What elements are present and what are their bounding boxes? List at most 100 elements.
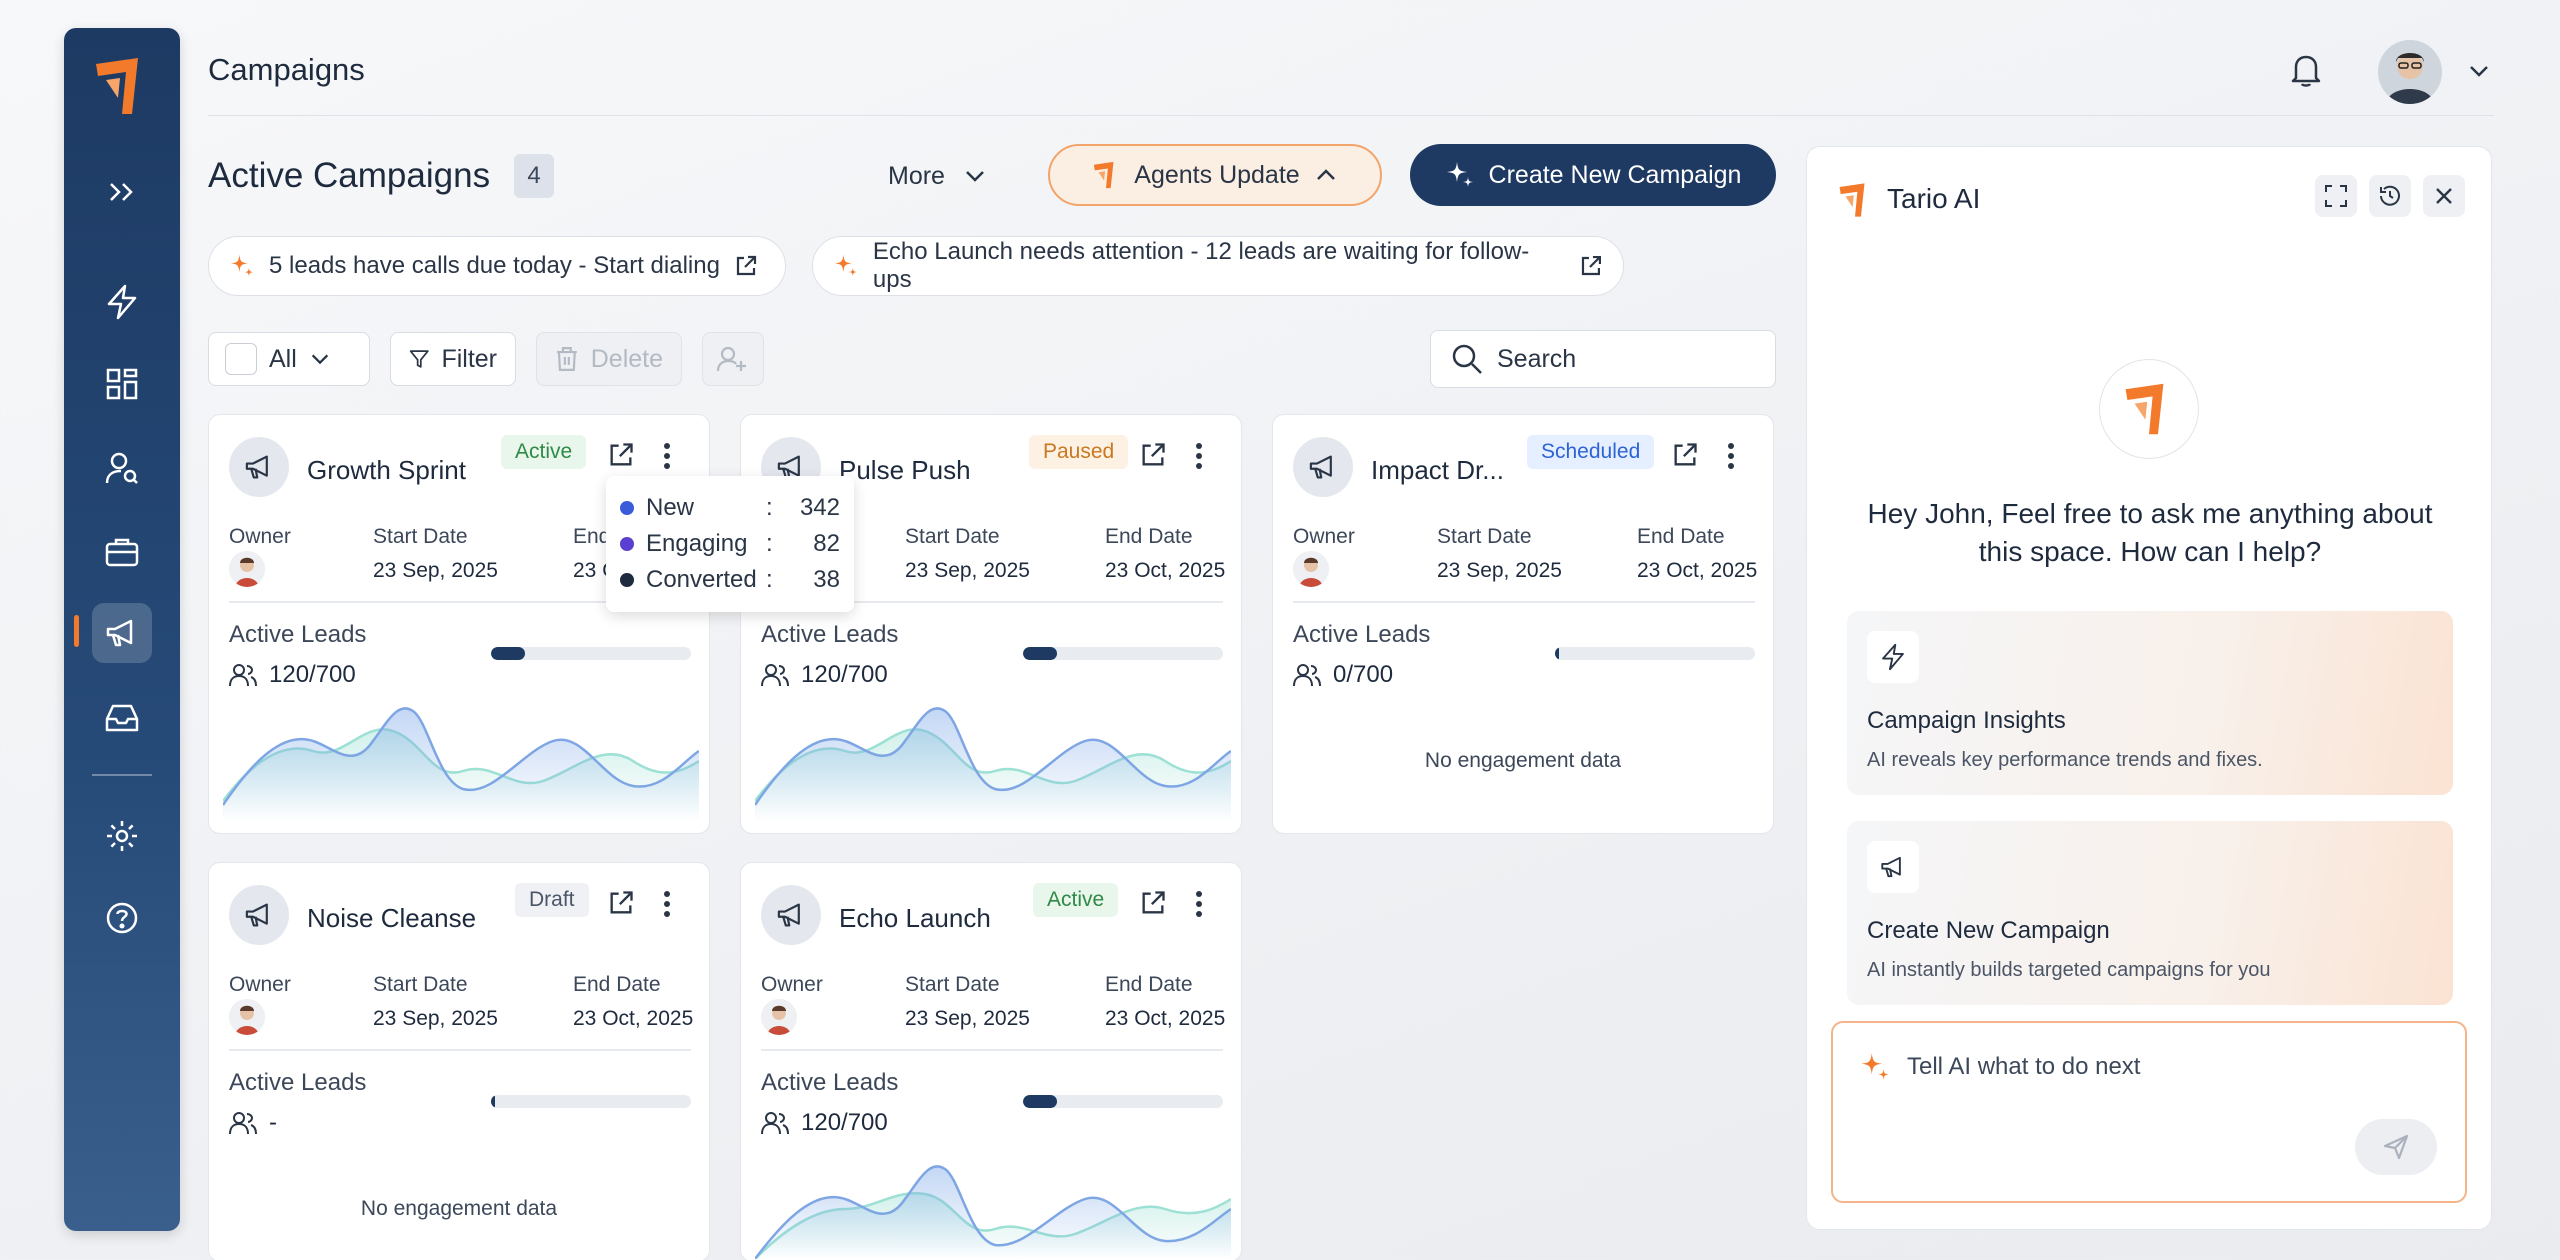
megaphone-icon — [229, 437, 289, 497]
more-options-icon[interactable] — [661, 441, 673, 476]
end-date-label: End Date — [1105, 973, 1193, 996]
search-box[interactable]: Search — [1430, 330, 1776, 388]
more-options-icon[interactable] — [1193, 889, 1205, 924]
megaphone-icon — [1867, 841, 1919, 893]
expand-chevrons-icon[interactable] — [92, 162, 152, 222]
settings-gear-icon[interactable] — [92, 806, 152, 866]
lightning-icon[interactable] — [92, 272, 152, 332]
campaign-card[interactable]: Impact Dr... Scheduled Owner Start Date … — [1272, 414, 1774, 834]
start-date-label: Start Date — [373, 973, 468, 996]
brand-logo-icon[interactable] — [86, 50, 158, 122]
end-date-value: 23 Oct, 2025 — [1105, 559, 1226, 582]
delete-label: Delete — [590, 344, 663, 373]
leads-count: - — [269, 1109, 277, 1136]
agents-update-button[interactable]: Agents Update — [1048, 144, 1382, 206]
sparkle-icon — [230, 254, 254, 277]
start-date-label: Start Date — [905, 525, 1000, 548]
help-circle-icon[interactable] — [92, 888, 152, 948]
start-date-value: 23 Sep, 2025 — [905, 559, 1030, 582]
user-search-icon[interactable] — [92, 438, 152, 498]
active-leads-value: 120/700 — [761, 1109, 888, 1137]
campaign-name[interactable]: Echo Launch — [839, 903, 991, 933]
suggestion-create-campaign[interactable]: Create New Campaign AI instantly builds … — [1847, 821, 2453, 1005]
suggestion-campaign-insights[interactable]: Campaign Insights AI reveals key perform… — [1847, 611, 2453, 795]
close-icon[interactable] — [2423, 175, 2465, 217]
leads-progress-bar — [491, 647, 691, 660]
sparkle-icon — [1861, 1053, 1889, 1080]
external-link-icon[interactable] — [1139, 441, 1167, 474]
tooltip-value: 38 — [813, 566, 840, 593]
status-badge: Active — [1033, 883, 1119, 917]
alert-text: Echo Launch needs attention - 12 leads a… — [872, 238, 1530, 293]
more-dropdown-button[interactable]: More — [888, 158, 987, 194]
legend-dot — [620, 501, 634, 515]
suggestion-desc: AI instantly builds targeted campaigns f… — [1867, 959, 2271, 981]
megaphone-nav-icon[interactable] — [92, 603, 152, 663]
brand-logo-icon — [1839, 183, 1865, 217]
select-all-checkbox[interactable] — [225, 343, 257, 375]
user-avatar[interactable] — [2378, 40, 2442, 104]
start-date-label: Start Date — [373, 525, 468, 548]
engagement-sparkline — [755, 707, 1231, 821]
campaign-card[interactable]: Growth Sprint Active Owner Start Date En… — [208, 414, 710, 834]
active-leads-label: Active Leads — [229, 1069, 367, 1096]
progress-fill — [1023, 647, 1057, 660]
campaign-card[interactable]: Echo Launch Active Owner Start Date End … — [740, 862, 1242, 1260]
campaign-name[interactable]: Growth Sprint — [307, 455, 466, 485]
create-new-campaign-button[interactable]: Create New Campaign — [1410, 144, 1776, 206]
briefcase-icon[interactable] — [92, 522, 152, 582]
card-divider — [761, 601, 1223, 603]
external-link-icon[interactable] — [1139, 889, 1167, 922]
end-date-value: 23 Oct, 2025 — [573, 1007, 694, 1030]
expand-icon[interactable] — [2315, 175, 2357, 217]
select-all-dropdown[interactable]: All — [208, 332, 370, 386]
external-link-icon[interactable] — [1671, 441, 1699, 474]
filter-button[interactable]: Filter — [390, 332, 516, 386]
history-icon[interactable] — [2369, 175, 2411, 217]
leads-count: 120/700 — [801, 661, 888, 688]
tooltip-row-new: New : 342 — [620, 490, 840, 526]
card-divider — [761, 1049, 1223, 1051]
more-options-icon[interactable] — [1725, 441, 1737, 476]
campaign-name[interactable]: Noise Cleanse — [307, 903, 477, 933]
tooltip-label: Engaging — [646, 530, 748, 557]
campaign-name[interactable]: Impact Dr... — [1371, 455, 1504, 485]
start-date-label: Start Date — [905, 973, 1000, 996]
leads-progress-bar — [1023, 1095, 1223, 1108]
start-date-value: 23 Sep, 2025 — [373, 559, 498, 582]
assign-user-button[interactable] — [702, 332, 764, 386]
search-input[interactable]: Search — [1497, 344, 1577, 373]
alert-echo-launch[interactable]: Echo Launch needs attention - 12 leads a… — [812, 236, 1624, 296]
start-date-label: Start Date — [1437, 525, 1532, 548]
more-options-icon[interactable] — [1193, 441, 1205, 476]
page-title: Campaigns — [208, 52, 365, 87]
ai-prompt-input[interactable]: Tell AI what to do next — [1831, 1021, 2467, 1203]
active-nav-marker — [74, 615, 79, 647]
end-date-value: 23 Oct, 2025 — [1105, 1007, 1226, 1030]
active-leads-value: 120/700 — [761, 661, 888, 689]
active-leads-value: - — [229, 1109, 277, 1137]
tooltip-label: New — [646, 494, 695, 521]
no-engagement-text: No engagement data — [360, 1197, 558, 1220]
inbox-icon[interactable] — [92, 688, 152, 748]
notification-bell-icon[interactable] — [2290, 52, 2322, 93]
send-button[interactable] — [2355, 1119, 2437, 1175]
users-icon — [761, 1112, 789, 1135]
account-chevron-down-icon[interactable] — [2466, 58, 2492, 89]
users-icon — [1293, 664, 1321, 687]
leads-progress-bar — [1555, 647, 1755, 660]
card-divider — [229, 1049, 691, 1051]
alert-calls-due[interactable]: 5 leads have calls due today - Start dia… — [208, 236, 786, 296]
campaign-card[interactable]: Noise Cleanse Draft Owner Start Date End… — [208, 862, 710, 1260]
no-engagement-text: No engagement data — [1424, 749, 1622, 772]
chevron-up-icon — [1316, 169, 1335, 180]
delete-button[interactable]: Delete — [536, 332, 682, 386]
more-options-icon[interactable] — [661, 889, 673, 924]
external-link-icon[interactable] — [607, 441, 635, 474]
external-link-icon[interactable] — [607, 889, 635, 922]
dashboard-grid-icon[interactable] — [92, 354, 152, 414]
owner-label: Owner — [761, 973, 823, 996]
active-leads-label: Active Leads — [761, 621, 899, 648]
users-icon — [229, 664, 257, 687]
campaign-name[interactable]: Pulse Push — [839, 455, 971, 485]
